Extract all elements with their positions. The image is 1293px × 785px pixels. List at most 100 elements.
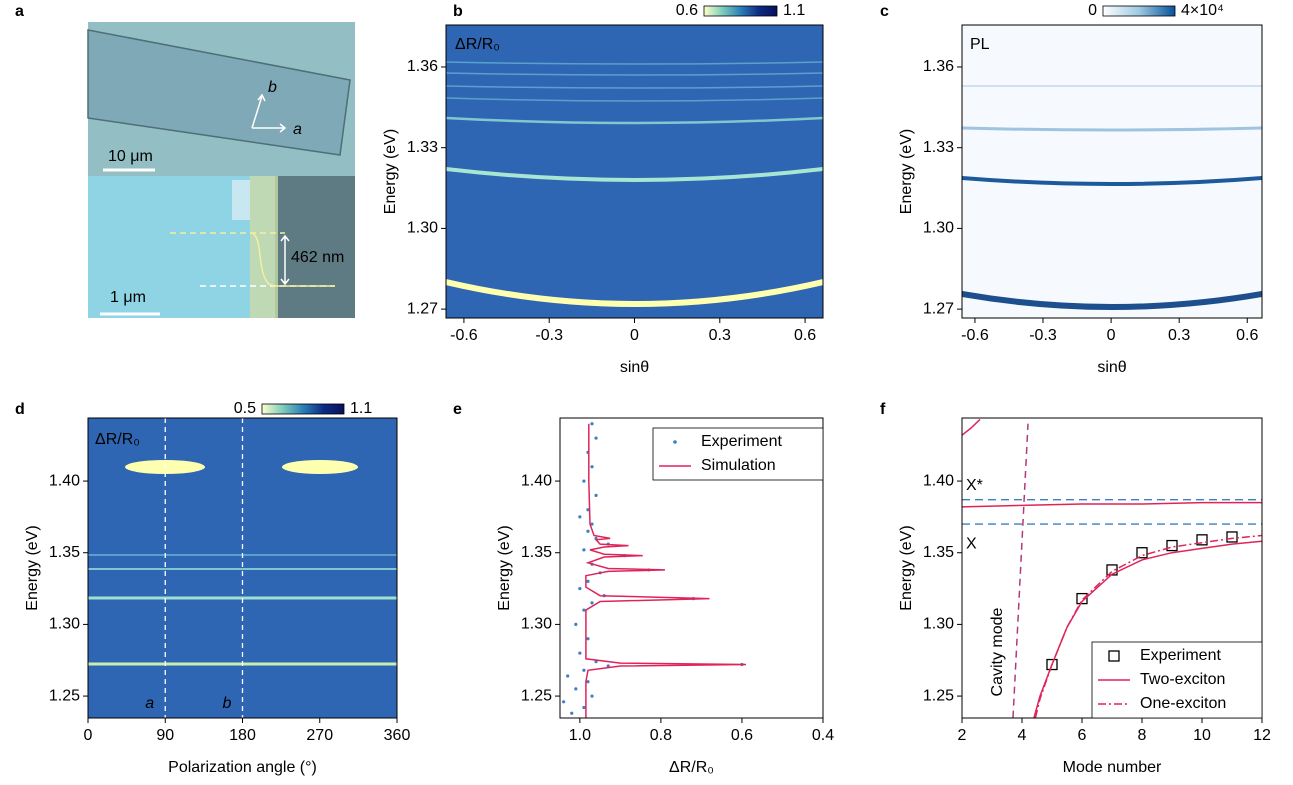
x-tick-label: 2	[958, 727, 967, 744]
heatmap-band	[446, 116, 823, 125]
x-tick-label: 0	[84, 727, 93, 744]
marker	[1136, 547, 1148, 559]
y-tick-label: 1.40	[49, 472, 80, 489]
point	[582, 705, 586, 710]
point	[590, 601, 594, 605]
heatmap-background	[446, 25, 823, 318]
point	[590, 694, 594, 698]
line	[1034, 534, 1262, 718]
x-tick-label: 0.6	[1236, 327, 1258, 344]
heatmap-band	[962, 176, 1262, 186]
y-tick-label: 1.30	[521, 616, 552, 633]
afm-substrate	[275, 176, 355, 318]
x-tick-label: 10	[1193, 727, 1211, 744]
panel-letter: c	[880, 3, 889, 20]
annotation-label: Cavity mode	[989, 607, 1006, 696]
heatmap-band	[446, 97, 823, 102]
point	[570, 711, 574, 715]
point	[574, 687, 578, 691]
afm-blob	[232, 180, 250, 220]
x-tick-label: 180	[229, 727, 256, 744]
x-tick-label: 6	[1078, 727, 1087, 744]
reference-label: X*	[966, 477, 983, 494]
colorbar-label: 0	[1088, 2, 1097, 19]
point	[594, 436, 598, 440]
y-axis-label: Energy (eV)	[382, 129, 399, 214]
reference-label: b	[223, 695, 232, 712]
reference-label: X	[966, 535, 977, 552]
axes-frame	[961, 24, 1263, 319]
y-axis-label: Energy (eV)	[496, 525, 513, 610]
colorbar-label: 0.6	[676, 2, 698, 19]
overlay-label: ΔR/R₀	[455, 36, 500, 53]
point	[582, 608, 586, 612]
point	[590, 522, 594, 526]
colorbar-label: 1.1	[783, 2, 805, 19]
y-tick-label: 1.25	[923, 687, 954, 704]
x-tick-label: 0.3	[709, 327, 731, 344]
x-axis-label: Polarization angle (°)	[168, 759, 317, 776]
y-axis-label: Energy (eV)	[898, 525, 915, 610]
legend-label: Experiment	[1140, 647, 1221, 664]
x-axis-label: sinθ	[1097, 359, 1126, 376]
plot-area	[562, 422, 747, 718]
image-label: b	[268, 79, 277, 96]
colorbar	[1102, 5, 1176, 17]
legend-label: One-exciton	[1140, 695, 1226, 712]
y-tick-label: 1.35	[923, 544, 954, 561]
point	[582, 479, 586, 483]
x-axis-label: Mode number	[1063, 759, 1162, 776]
heatmap-band	[446, 72, 823, 76]
point	[582, 548, 586, 552]
legend-label: Two-exciton	[1140, 671, 1225, 688]
x-tick-label: 0.6	[731, 727, 753, 744]
colorbar-label: 4×10⁴	[1181, 2, 1224, 19]
panel-letter: e	[453, 401, 462, 418]
point	[566, 674, 570, 678]
marker	[1166, 539, 1178, 552]
x-tick-label: -0.6	[450, 327, 478, 344]
y-tick-label: 1.36	[923, 58, 954, 75]
x-tick-label: 0.8	[650, 727, 672, 744]
panel-letter: d	[15, 401, 25, 418]
overlay-label: PL	[970, 36, 990, 53]
legend-label: Experiment	[701, 433, 782, 450]
x-tick-label: 4	[1018, 727, 1027, 744]
y-tick-label: 1.30	[49, 616, 80, 633]
reference-label: a	[145, 695, 154, 712]
heatmap-background	[962, 25, 1262, 318]
y-tick-label: 1.25	[521, 687, 552, 704]
y-tick-label: 1.40	[521, 472, 552, 489]
image-label: a	[293, 121, 302, 138]
x-tick-label: 0.4	[812, 727, 834, 744]
x-tick-label: 1.0	[569, 727, 591, 744]
heatmap-band	[446, 85, 823, 89]
panel-letter: f	[880, 401, 886, 418]
axis-arrows	[251, 93, 287, 133]
point	[586, 680, 590, 684]
point	[582, 668, 586, 672]
afm-edge	[250, 176, 278, 318]
point	[586, 579, 590, 584]
heatmap-blob	[282, 460, 358, 474]
y-tick-label: 1.30	[923, 616, 954, 633]
legend-box	[652, 427, 824, 481]
panel-letter: b	[453, 3, 463, 20]
overlay-label: ΔR/R₀	[95, 431, 140, 448]
height-profile	[249, 232, 335, 287]
plot-area	[446, 25, 823, 318]
point	[578, 515, 582, 519]
marker	[1076, 592, 1088, 605]
legend-symbol	[673, 440, 677, 444]
x-axis-label: sinθ	[620, 359, 649, 376]
y-tick-label: 1.30	[407, 220, 438, 237]
point	[590, 465, 594, 469]
x-tick-label: 8	[1138, 727, 1147, 744]
legend-box	[1091, 641, 1263, 719]
x-tick-label: 270	[306, 727, 333, 744]
y-tick-label: 1.35	[49, 544, 80, 561]
panel-letter: a	[15, 3, 24, 20]
y-tick-label: 1.35	[521, 544, 552, 561]
point	[574, 622, 578, 627]
